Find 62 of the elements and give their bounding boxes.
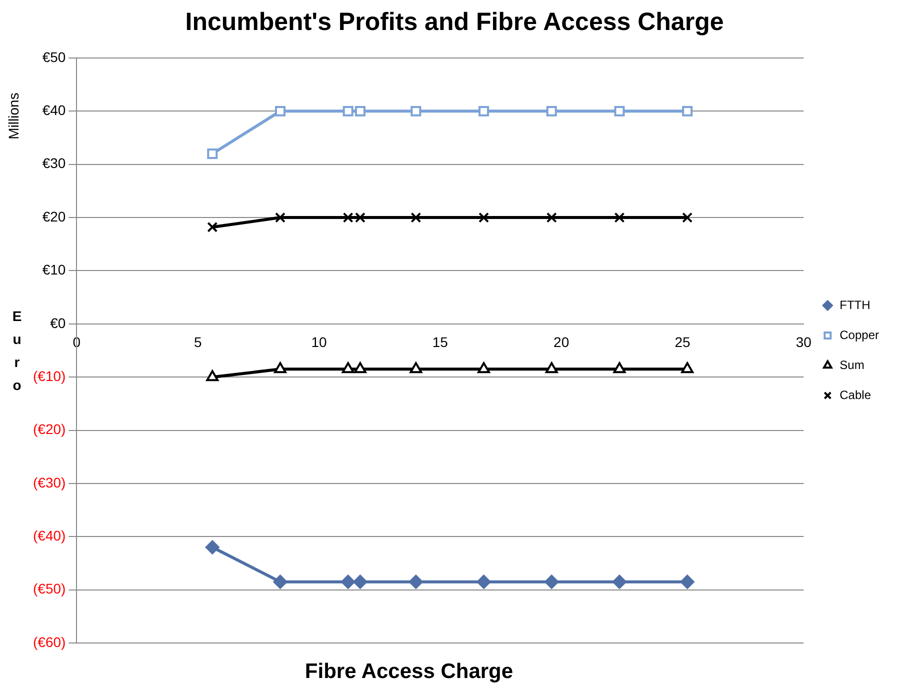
point: [546, 212, 557, 223]
point: [612, 574, 626, 589]
legend-label: Sum: [840, 358, 864, 372]
point: [476, 574, 491, 589]
x-axis-title: Fibre Access Charge: [304, 660, 514, 684]
point: [410, 212, 422, 223]
point: [614, 106, 625, 116]
x-tick-label: 30: [796, 334, 812, 350]
point: [478, 362, 490, 374]
point: [613, 362, 626, 374]
point: [478, 212, 490, 223]
y-tick-label: (€10): [32, 368, 66, 384]
x-tick-label: 20: [554, 334, 570, 350]
point: [341, 574, 356, 589]
point: [342, 212, 354, 223]
point: [410, 362, 422, 374]
point: [207, 222, 218, 232]
point: [546, 106, 557, 116]
x-tick-label: 5: [194, 334, 202, 350]
text: Millions: [5, 92, 22, 140]
point: [478, 106, 490, 116]
y-tick-label: €40: [42, 102, 66, 118]
point: [544, 574, 559, 589]
point: [274, 212, 286, 223]
point: [205, 540, 220, 554]
y-tick-label: (€30): [32, 474, 66, 490]
legend-label: Copper: [840, 328, 880, 342]
y-tick-label: €0: [50, 314, 66, 331]
point: [410, 106, 422, 116]
y-tick-label: (€40): [32, 527, 66, 544]
y-tick-label: (€20): [32, 421, 66, 438]
point: [682, 212, 693, 223]
point: [354, 362, 366, 374]
x-tick-label: 25: [674, 334, 690, 350]
point: [408, 574, 423, 589]
y-tick-label: €30: [42, 155, 66, 172]
point: [353, 574, 368, 589]
y-tick-label: (€60): [32, 634, 66, 650]
point: [354, 212, 366, 223]
point: [273, 574, 288, 589]
y-axis-title: Euro: [11, 307, 23, 395]
point: [682, 106, 693, 116]
x-tick-label: 15: [432, 334, 448, 350]
point: [206, 370, 219, 382]
point: [342, 106, 354, 116]
point: [545, 362, 558, 374]
x-tick-label: 10: [311, 334, 327, 350]
point: [274, 362, 286, 374]
legend-label: Cable: [840, 388, 872, 402]
point: [681, 362, 694, 374]
legend-label: FTTH: [840, 298, 870, 312]
y-tick-label: (€50): [32, 580, 66, 597]
point: [354, 106, 366, 116]
y-tick-label: €20: [42, 208, 66, 224]
point: [680, 574, 694, 589]
point: [614, 212, 625, 223]
point: [207, 148, 218, 159]
point: [342, 362, 354, 374]
point: [274, 106, 286, 116]
chart-title: Incumbent's Profits and Fibre Access Charge: [184, 8, 725, 37]
y-tick-label: €50: [42, 48, 66, 65]
y-tick-label: €10: [42, 262, 66, 278]
